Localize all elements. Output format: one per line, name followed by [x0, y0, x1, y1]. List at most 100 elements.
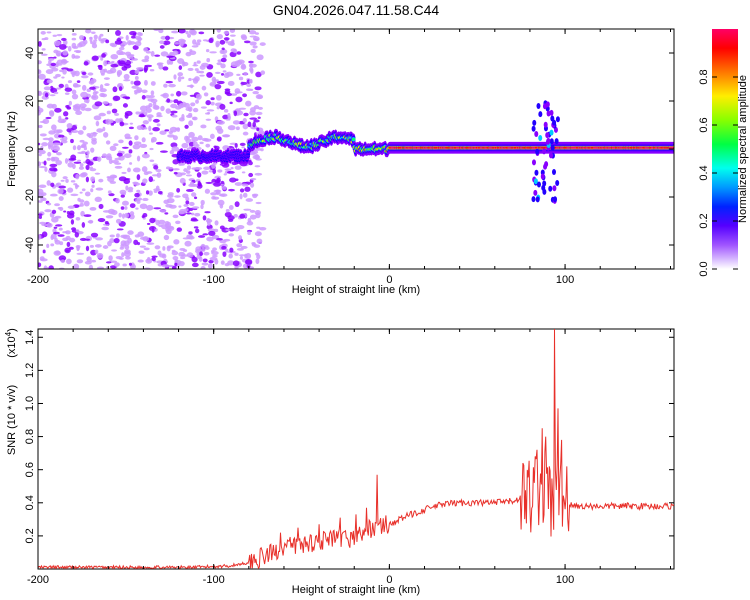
spectrogram-cell	[229, 177, 237, 183]
spectrogram-cell	[71, 42, 77, 49]
spectrogram-cell	[49, 94, 56, 97]
spectrogram-cell	[136, 155, 141, 162]
spectrogram-cell	[210, 192, 218, 196]
spectrogram-cell	[62, 68, 67, 75]
spectrogram-cell	[163, 234, 170, 241]
spectrogram-cell	[222, 70, 227, 73]
spectrogram-cell	[200, 204, 204, 210]
spectrogram-cell	[192, 206, 200, 209]
spectrogram-cell	[102, 245, 109, 249]
spectrogram-cell	[219, 103, 226, 110]
y-tick-label: 1.4	[24, 330, 36, 345]
spectrogram-cell	[114, 112, 120, 116]
spectrogram-cell	[75, 184, 80, 188]
spectrogram-cell	[226, 170, 235, 174]
spectrogram-cell	[43, 86, 52, 91]
spectrogram-cell	[153, 105, 160, 110]
spectrogram-cell	[226, 92, 233, 97]
spectrogram-cell	[213, 182, 221, 187]
spectrogram-cell	[240, 34, 247, 39]
spectrogram-cell	[260, 70, 266, 75]
spectrogram-cell	[190, 102, 196, 107]
spectrogram-cell	[125, 34, 129, 41]
spectrogram-cell	[39, 256, 45, 261]
spectrogram-cell	[153, 165, 159, 170]
spectrogram-cell	[98, 65, 103, 71]
spectrogram-cell	[538, 111, 543, 118]
spectrogram-cell	[549, 129, 554, 136]
spectrogram-cell	[38, 234, 42, 240]
spectrogram-cell	[253, 119, 260, 123]
spectrogram-cell	[84, 238, 91, 241]
spectrogram-cell	[113, 237, 120, 244]
spectrogram-cell	[48, 265, 54, 269]
spectrogram-cell	[169, 150, 175, 155]
spectrogram-cell	[548, 152, 553, 159]
spectrogram-cell	[238, 235, 243, 241]
spectrogram-cell	[134, 91, 138, 95]
spectrogram-cell	[120, 194, 125, 198]
spectrogram-cell	[57, 188, 64, 195]
spectrogram-cell	[182, 237, 190, 240]
spectrogram-cell	[224, 168, 232, 171]
x-tick-label: -200	[27, 274, 49, 286]
spectrogram-cell	[81, 84, 87, 91]
spectrogram-cell	[42, 137, 51, 141]
spectrogram-cell	[60, 259, 66, 263]
spectrogram-cell	[171, 249, 176, 253]
spectrogram-cell	[165, 35, 170, 41]
spectrogram-cell	[38, 153, 42, 157]
spectrogram-cell	[79, 103, 87, 109]
spectrogram-cell	[61, 67, 69, 71]
spectrogram-cell	[103, 132, 109, 138]
spectrogram-cell	[227, 125, 236, 131]
spectrogram-cell	[94, 196, 102, 203]
spectrogram-cell	[71, 71, 76, 78]
x-tick-label: 100	[556, 274, 574, 286]
spectrogram-cell	[151, 257, 156, 262]
spectrogram-cell	[194, 68, 199, 71]
spectrogram-cell	[135, 111, 141, 115]
spectrogram-cell	[551, 169, 556, 176]
spectrogram-cell	[145, 105, 151, 109]
spectrogram-cell	[139, 113, 145, 118]
spectrogram-cell	[60, 179, 65, 182]
spectrogram-cell	[102, 101, 109, 105]
spectrogram-cell	[236, 225, 245, 230]
spectrogram-cell	[249, 35, 257, 38]
spectrogram-cell	[158, 29, 164, 34]
spectrogram-cell	[235, 96, 243, 103]
spectrogram-cell	[246, 83, 252, 88]
spectrogram-cell	[254, 32, 260, 35]
spectrogram-cell	[260, 148, 264, 152]
spectrogram-cell	[129, 122, 134, 125]
spectrogram-cell	[229, 41, 235, 47]
spectrogram-cell	[59, 241, 64, 246]
spectrogram-cell	[179, 247, 186, 251]
spectrogram-cell	[223, 30, 230, 35]
spectrogram-cell	[59, 206, 64, 212]
spectrogram-cell	[205, 118, 212, 121]
spectrogram-cell	[167, 225, 175, 231]
spectrogram-cell	[58, 115, 62, 120]
spectrogram-cell	[55, 250, 61, 255]
spectrogram-cell	[243, 208, 252, 211]
spectrogram-cell	[77, 130, 84, 135]
spectrogram-cell	[259, 226, 267, 231]
spectrogram-cell	[112, 175, 118, 179]
spectrogram-cell	[216, 238, 223, 241]
spectrogram-cell	[235, 64, 240, 67]
spectrogram-cell	[110, 209, 118, 216]
y-tick-label: 0	[24, 146, 36, 152]
spectrogram-cell	[171, 114, 178, 118]
spectrogram-cell	[230, 166, 234, 170]
spectrogram-cell	[128, 41, 136, 45]
spectrogram-cell	[47, 151, 52, 157]
spectrogram-cell	[91, 55, 99, 61]
spectrogram-cell	[124, 212, 130, 218]
spectrogram-cell	[236, 243, 243, 248]
spectrogram-cell	[165, 108, 171, 114]
spectrogram-cell	[197, 135, 203, 141]
spectrogram-cell	[178, 261, 185, 267]
spectrogram-cell	[200, 243, 206, 249]
